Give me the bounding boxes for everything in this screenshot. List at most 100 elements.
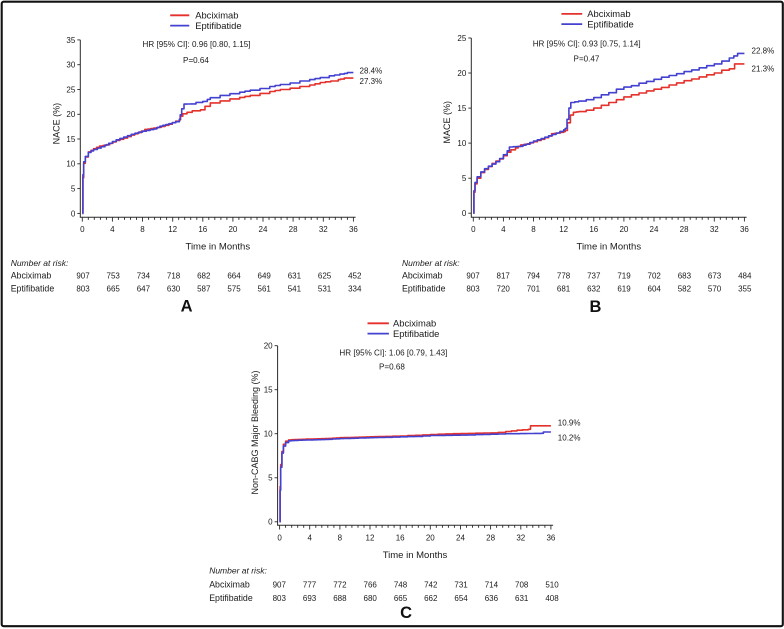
svg-text:Abciximab: Abciximab xyxy=(195,10,238,21)
svg-text:10: 10 xyxy=(264,430,273,439)
svg-text:Time in Months: Time in Months xyxy=(186,242,251,253)
svg-text:16: 16 xyxy=(198,225,207,234)
svg-text:36: 36 xyxy=(740,225,749,234)
svg-text:714: 714 xyxy=(485,580,499,589)
svg-text:665: 665 xyxy=(107,284,121,293)
svg-text:4: 4 xyxy=(110,225,115,234)
svg-text:5: 5 xyxy=(268,474,273,483)
svg-text:680: 680 xyxy=(364,594,378,603)
svg-text:484: 484 xyxy=(738,271,752,280)
svg-text:15: 15 xyxy=(264,386,273,395)
svg-text:570: 570 xyxy=(708,284,722,293)
svg-text:334: 334 xyxy=(348,284,362,293)
svg-text:20: 20 xyxy=(426,534,435,543)
svg-text:20: 20 xyxy=(264,342,273,351)
svg-text:683: 683 xyxy=(678,271,692,280)
svg-text:731: 731 xyxy=(454,580,468,589)
svg-text:Number at risk:: Number at risk: xyxy=(402,258,460,268)
svg-text:803: 803 xyxy=(273,594,287,603)
svg-text:Eptifibatide: Eptifibatide xyxy=(393,328,439,339)
svg-text:12: 12 xyxy=(168,225,177,234)
svg-text:10.9%: 10.9% xyxy=(558,419,581,428)
svg-text:636: 636 xyxy=(485,594,499,603)
svg-text:619: 619 xyxy=(617,284,631,293)
svg-text:688: 688 xyxy=(333,594,347,603)
svg-text:777: 777 xyxy=(303,580,317,589)
svg-text:452: 452 xyxy=(348,271,362,280)
svg-text:664: 664 xyxy=(227,271,241,280)
svg-text:737: 737 xyxy=(587,271,601,280)
svg-text:12: 12 xyxy=(559,225,568,234)
svg-text:742: 742 xyxy=(424,580,438,589)
svg-text:794: 794 xyxy=(527,271,541,280)
svg-text:Non-CABG Major Bleeding (%): Non-CABG Major Bleeding (%) xyxy=(250,370,260,494)
svg-text:654: 654 xyxy=(454,594,468,603)
svg-text:Eptifibatide: Eptifibatide xyxy=(11,283,55,293)
svg-text:28.4%: 28.4% xyxy=(360,67,383,76)
svg-text:907: 907 xyxy=(466,271,480,280)
svg-text:12: 12 xyxy=(366,534,375,543)
svg-text:Time in Months: Time in Months xyxy=(383,550,448,561)
svg-text:Abciximab: Abciximab xyxy=(209,579,250,589)
svg-text:MACE (%): MACE (%) xyxy=(442,101,452,144)
svg-text:C: C xyxy=(400,604,412,622)
svg-text:Abciximab: Abciximab xyxy=(11,270,52,280)
svg-text:8: 8 xyxy=(338,534,343,543)
svg-text:16: 16 xyxy=(396,534,405,543)
svg-text:561: 561 xyxy=(258,284,272,293)
svg-text:Eptifibatide: Eptifibatide xyxy=(587,18,633,29)
svg-text:4: 4 xyxy=(501,225,506,234)
svg-text:673: 673 xyxy=(708,271,722,280)
svg-text:Number at risk:: Number at risk: xyxy=(11,258,69,268)
svg-text:32: 32 xyxy=(319,225,328,234)
svg-text:702: 702 xyxy=(648,271,662,280)
svg-text:355: 355 xyxy=(738,284,752,293)
svg-text:24: 24 xyxy=(456,534,465,543)
svg-text:P=0.47: P=0.47 xyxy=(574,54,600,63)
svg-text:8: 8 xyxy=(531,225,536,234)
svg-text:Time in Months: Time in Months xyxy=(577,242,642,253)
svg-text:766: 766 xyxy=(364,580,378,589)
svg-text:682: 682 xyxy=(197,271,211,280)
svg-text:5: 5 xyxy=(462,174,467,183)
svg-text:15: 15 xyxy=(457,104,466,113)
svg-text:531: 531 xyxy=(318,284,332,293)
svg-text:0: 0 xyxy=(462,209,467,218)
svg-text:575: 575 xyxy=(227,284,241,293)
svg-text:0: 0 xyxy=(71,209,76,218)
svg-text:27.3%: 27.3% xyxy=(360,77,383,86)
svg-text:748: 748 xyxy=(394,580,408,589)
svg-text:681: 681 xyxy=(557,284,571,293)
svg-text:28: 28 xyxy=(289,225,298,234)
svg-text:604: 604 xyxy=(648,284,662,293)
svg-text:32: 32 xyxy=(516,534,525,543)
svg-text:647: 647 xyxy=(137,284,151,293)
svg-text:719: 719 xyxy=(617,271,631,280)
svg-text:0: 0 xyxy=(471,225,476,234)
svg-text:662: 662 xyxy=(424,594,438,603)
svg-text:B: B xyxy=(590,298,602,316)
svg-text:25: 25 xyxy=(66,85,75,94)
svg-text:P=0.64: P=0.64 xyxy=(183,56,209,65)
svg-text:20: 20 xyxy=(66,110,75,119)
svg-text:4: 4 xyxy=(307,534,312,543)
svg-text:510: 510 xyxy=(545,580,559,589)
svg-text:0: 0 xyxy=(268,518,273,527)
svg-text:0: 0 xyxy=(277,534,282,543)
svg-text:35: 35 xyxy=(66,36,75,45)
svg-text:HR [95% CI]: 0.96 [0.80, 1.15]: HR [95% CI]: 0.96 [0.80, 1.15] xyxy=(143,40,251,49)
svg-text:10: 10 xyxy=(457,139,466,148)
svg-text:36: 36 xyxy=(546,534,555,543)
svg-text:16: 16 xyxy=(589,225,598,234)
svg-text:778: 778 xyxy=(557,271,571,280)
svg-text:803: 803 xyxy=(466,284,480,293)
svg-text:541: 541 xyxy=(288,284,302,293)
svg-text:630: 630 xyxy=(167,284,181,293)
svg-text:28: 28 xyxy=(680,225,689,234)
svg-text:587: 587 xyxy=(197,284,211,293)
svg-text:20: 20 xyxy=(228,225,237,234)
svg-text:Eptifibatide: Eptifibatide xyxy=(209,593,253,603)
svg-text:HR [95% CI]: 0.93 [0.75, 1.14]: HR [95% CI]: 0.93 [0.75, 1.14] xyxy=(533,39,641,48)
svg-text:5: 5 xyxy=(71,185,76,194)
svg-text:24: 24 xyxy=(650,225,659,234)
